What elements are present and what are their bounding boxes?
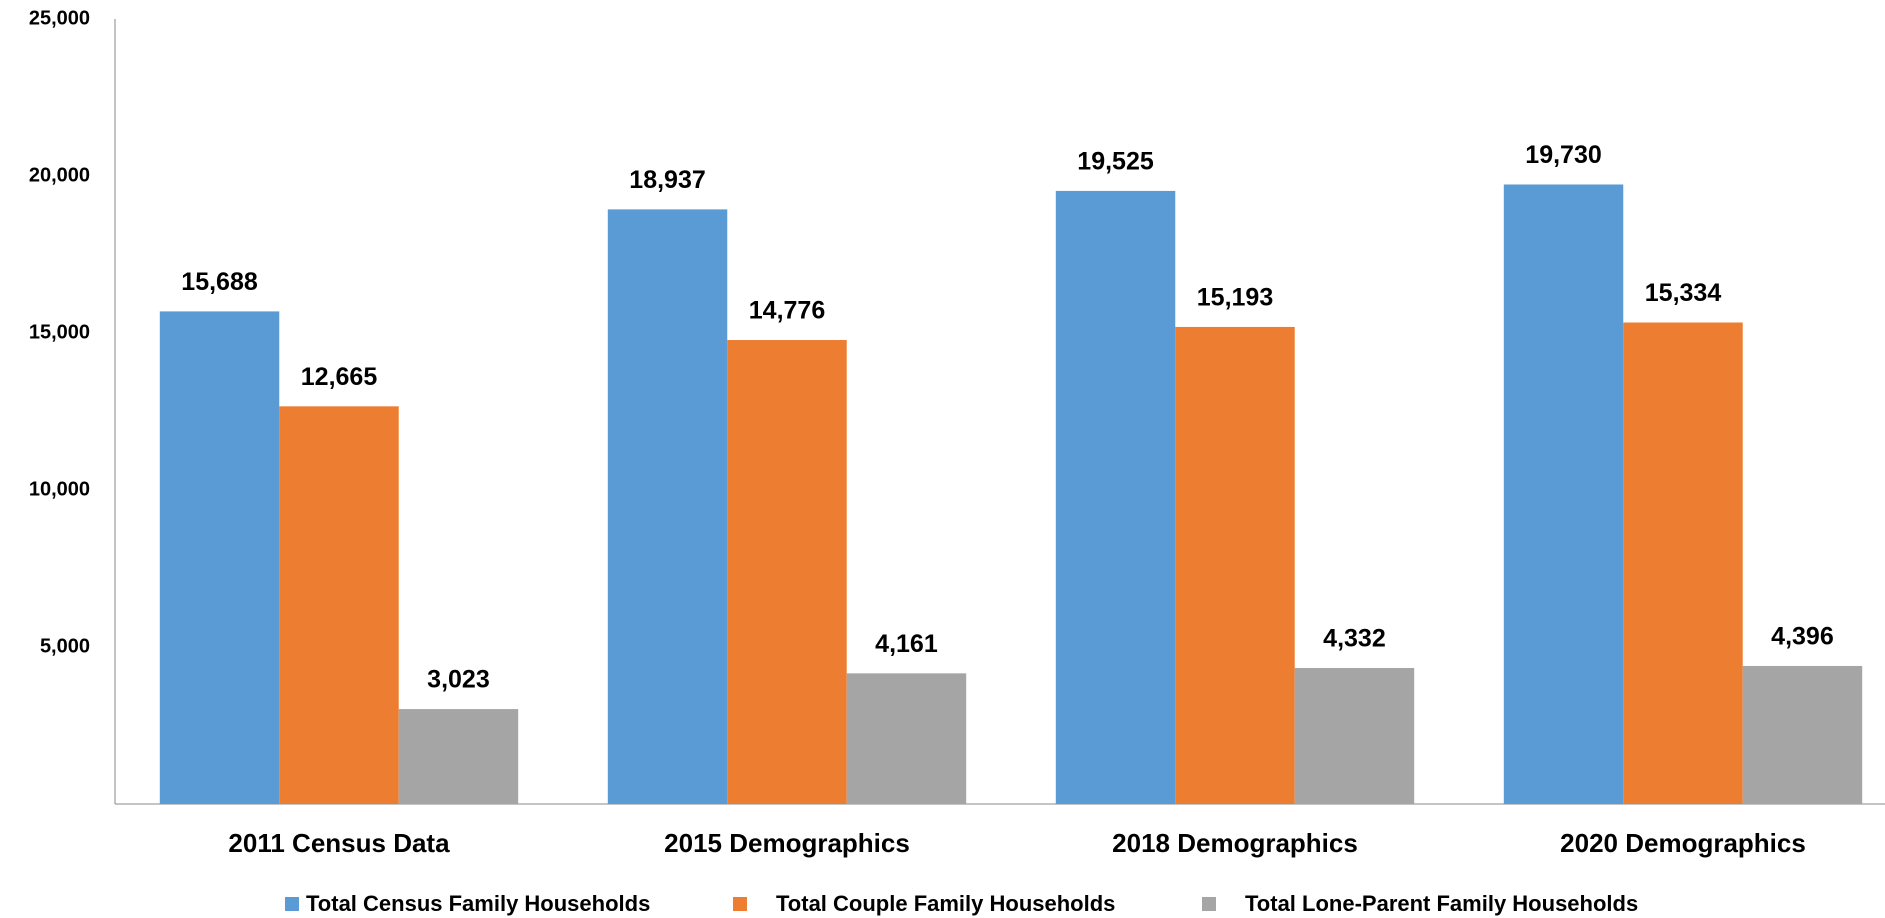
y-tick-label: 10,000 — [29, 478, 90, 500]
y-tick-label: 25,000 — [29, 7, 90, 29]
data-label: 18,937 — [629, 166, 705, 194]
bar — [1175, 326, 1295, 804]
data-label: 4,161 — [875, 630, 938, 658]
data-label: 15,334 — [1645, 279, 1722, 307]
x-tick-label: 2020 Demographics — [1560, 828, 1806, 858]
bar — [398, 709, 519, 804]
bar — [607, 209, 728, 805]
data-label: 14,776 — [749, 297, 825, 325]
bar — [279, 406, 399, 804]
legend-swatch — [285, 897, 299, 911]
y-tick-label: 20,000 — [29, 164, 90, 186]
legend-label: Total Census Family Households — [306, 891, 650, 916]
legend-swatch — [1202, 897, 1216, 911]
data-label: 12,665 — [301, 363, 378, 391]
legend-swatch — [733, 897, 747, 911]
bar — [1742, 665, 1863, 804]
bar — [1294, 667, 1415, 804]
x-tick-label: 2015 Demographics — [664, 828, 910, 858]
data-label: 3,023 — [427, 666, 490, 694]
data-label: 19,730 — [1525, 141, 1601, 169]
data-label: 19,525 — [1077, 148, 1154, 176]
bar — [159, 311, 280, 804]
bar — [1503, 184, 1624, 804]
legend-label: Total Lone-Parent Family Households — [1245, 891, 1638, 916]
data-label: 15,193 — [1197, 284, 1273, 312]
y-tick-label: 15,000 — [29, 321, 90, 343]
legend-label: Total Couple Family Households — [776, 891, 1115, 916]
bar — [727, 340, 847, 804]
bar — [846, 673, 967, 804]
bar — [1623, 322, 1743, 804]
data-label: 15,688 — [181, 268, 258, 296]
data-label: 4,332 — [1323, 625, 1386, 653]
bar — [1055, 190, 1176, 805]
data-label: 4,396 — [1771, 623, 1834, 651]
x-tick-label: 2011 Census Data — [228, 828, 450, 858]
y-tick-label: 5,000 — [40, 635, 90, 657]
x-tick-label: 2018 Demographics — [1112, 828, 1358, 858]
